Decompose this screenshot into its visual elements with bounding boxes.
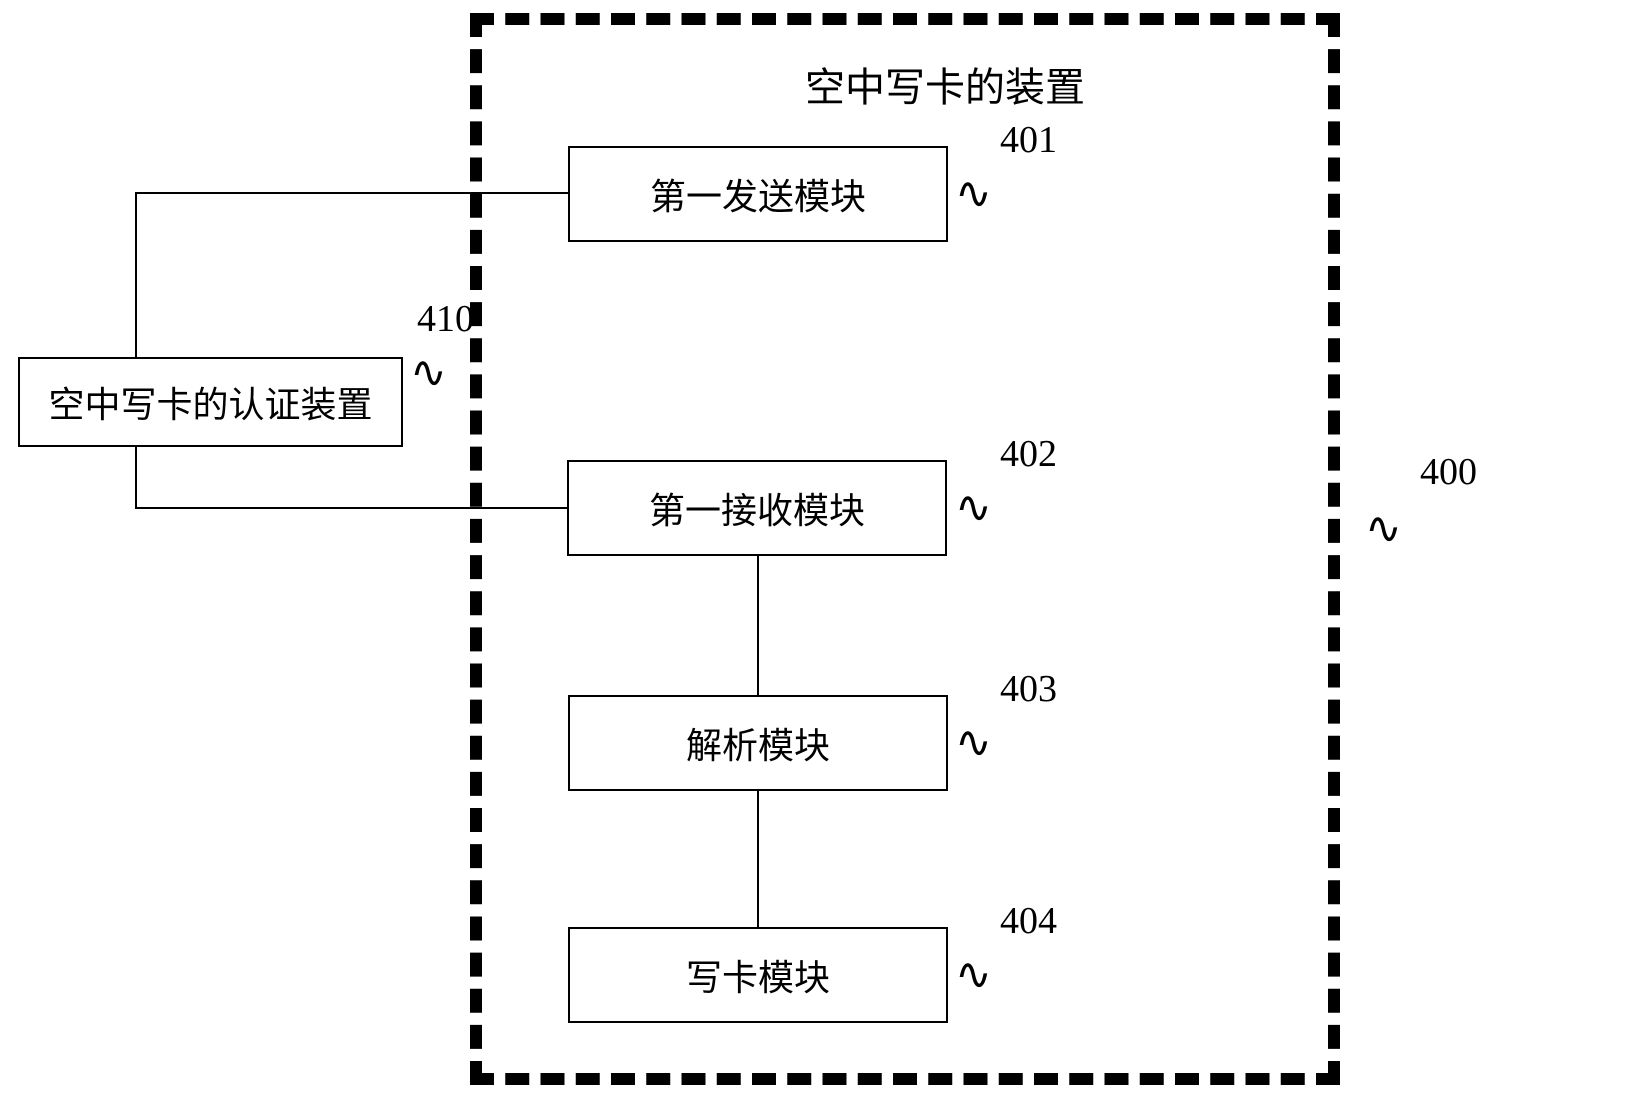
- edge-410-401-h: [135, 192, 568, 194]
- node-write-card-module: 写卡模块: [568, 927, 948, 1023]
- tilde-401: ∿: [955, 168, 992, 219]
- ref-403: 403: [1000, 667, 1057, 711]
- edge-402-403: [757, 556, 759, 695]
- node-label: 解析模块: [686, 717, 830, 769]
- node-label: 第一发送模块: [650, 168, 866, 220]
- edge-403-404: [757, 791, 759, 927]
- tilde-403: ∿: [955, 717, 992, 768]
- node-label: 第一接收模块: [649, 482, 865, 534]
- edge-410-402-v: [135, 447, 137, 508]
- node-auth-device: 空中写卡的认证装置: [18, 357, 403, 447]
- node-label: 空中写卡的认证装置: [48, 376, 372, 428]
- tilde-404: ∿: [955, 949, 992, 1000]
- edge-410-401-v: [135, 193, 137, 357]
- diagram-canvas: 空中写卡的装置 空中写卡的认证装置 ∿ 410 第一发送模块 ∿ 401 第一接…: [0, 0, 1639, 1104]
- ref-402: 402: [1000, 432, 1057, 476]
- ref-401: 401: [1000, 118, 1057, 162]
- tilde-400: ∿: [1365, 503, 1402, 554]
- ref-404: 404: [1000, 899, 1057, 943]
- node-parse-module: 解析模块: [568, 695, 948, 791]
- node-first-send-module: 第一发送模块: [568, 146, 948, 242]
- edge-410-402-h: [135, 507, 567, 509]
- node-label: 写卡模块: [686, 949, 830, 1001]
- tilde-410: ∿: [410, 347, 447, 398]
- diagram-title: 空中写卡的装置: [805, 55, 1085, 113]
- ref-400: 400: [1420, 450, 1477, 494]
- node-first-receive-module: 第一接收模块: [567, 460, 947, 556]
- ref-410: 410: [417, 297, 474, 341]
- tilde-402: ∿: [955, 482, 992, 533]
